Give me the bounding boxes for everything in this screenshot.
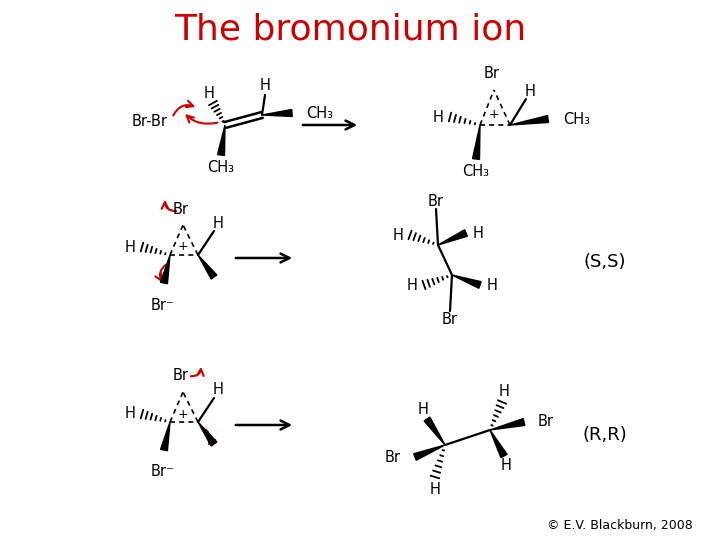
Text: CH₃: CH₃ bbox=[306, 105, 333, 120]
Polygon shape bbox=[414, 445, 445, 460]
Text: Br: Br bbox=[385, 449, 401, 464]
Text: H: H bbox=[525, 84, 536, 98]
Text: H: H bbox=[498, 384, 510, 400]
Polygon shape bbox=[262, 110, 292, 117]
Text: (R,R): (R,R) bbox=[582, 426, 627, 444]
Text: Br: Br bbox=[173, 201, 189, 217]
Polygon shape bbox=[438, 230, 467, 245]
Polygon shape bbox=[490, 418, 525, 430]
Text: +: + bbox=[178, 240, 189, 253]
Text: H: H bbox=[212, 382, 223, 397]
Polygon shape bbox=[161, 255, 170, 284]
Text: (S,S): (S,S) bbox=[584, 253, 626, 271]
Text: H: H bbox=[125, 407, 135, 422]
Polygon shape bbox=[424, 417, 445, 445]
Text: CH₃: CH₃ bbox=[207, 159, 235, 174]
Polygon shape bbox=[510, 116, 549, 125]
Text: CH₃: CH₃ bbox=[563, 111, 590, 126]
Text: H: H bbox=[418, 402, 428, 416]
Polygon shape bbox=[452, 275, 481, 288]
Text: The bromonium ion: The bromonium ion bbox=[174, 13, 526, 47]
Polygon shape bbox=[198, 255, 217, 279]
Text: Br: Br bbox=[442, 312, 458, 327]
Text: +: + bbox=[178, 408, 189, 421]
Text: Br: Br bbox=[538, 415, 554, 429]
Text: H: H bbox=[407, 278, 418, 293]
Text: Br⁻: Br⁻ bbox=[150, 298, 174, 313]
Polygon shape bbox=[490, 430, 507, 458]
Text: H: H bbox=[500, 458, 511, 474]
Text: Br: Br bbox=[484, 66, 500, 82]
Text: Br⁻: Br⁻ bbox=[150, 464, 174, 480]
Text: H: H bbox=[472, 226, 483, 240]
Text: H: H bbox=[487, 278, 498, 293]
Polygon shape bbox=[198, 422, 217, 446]
Text: +: + bbox=[489, 109, 499, 122]
Text: Br: Br bbox=[428, 193, 444, 208]
Polygon shape bbox=[161, 422, 170, 451]
Text: H: H bbox=[125, 240, 135, 254]
Text: H: H bbox=[260, 78, 271, 92]
Polygon shape bbox=[472, 125, 480, 159]
Text: CH₃: CH₃ bbox=[462, 164, 490, 179]
Text: © E.V. Blackburn, 2008: © E.V. Blackburn, 2008 bbox=[547, 519, 693, 532]
Text: H: H bbox=[392, 227, 403, 242]
Polygon shape bbox=[217, 125, 225, 156]
Text: H: H bbox=[212, 215, 223, 231]
Text: H: H bbox=[433, 110, 444, 125]
Text: H: H bbox=[430, 482, 441, 496]
Text: H: H bbox=[204, 85, 215, 100]
Text: Br: Br bbox=[173, 368, 189, 383]
Text: Br-Br: Br-Br bbox=[132, 114, 168, 130]
